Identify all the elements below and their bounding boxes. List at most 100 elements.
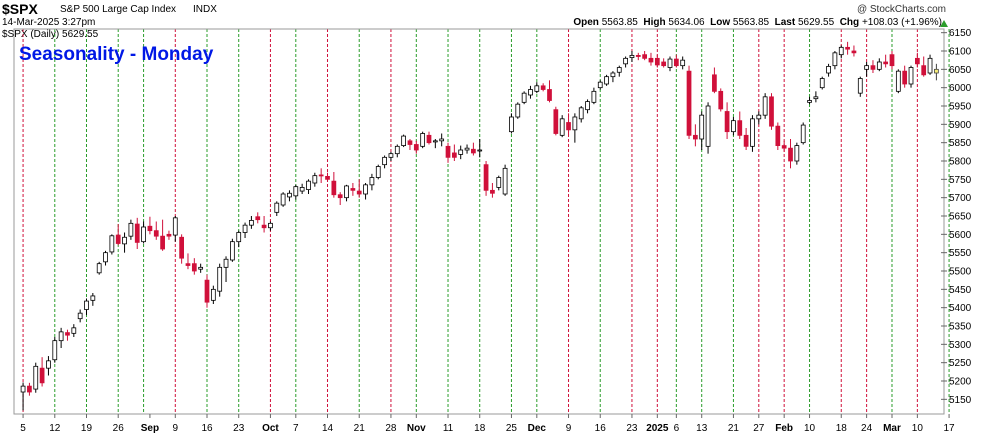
candle-34 [236,232,242,243]
candle-139 [902,70,908,85]
candle-97 [635,55,641,57]
candle-40 [274,202,280,213]
x-tick-label: Nov [407,423,426,434]
chg-label: Chg [839,17,860,28]
x-tick-label: 21 [728,423,740,434]
chg-up-arrow-icon [940,20,948,27]
x-tick-label: Sep [141,423,159,434]
y-tick-label: 5650 [949,212,972,223]
candle-70 [464,147,470,151]
candle-24 [172,217,178,236]
candle-81 [534,85,540,92]
candle-42 [287,192,292,198]
candle-71 [471,148,476,154]
candle-75 [496,177,502,188]
candle-72 [477,149,483,152]
candle-101 [661,61,667,67]
candle-17 [128,222,134,237]
x-tick-label: 26 [113,423,125,434]
candle-41 [280,193,286,206]
open-label: Open [573,17,599,28]
candle-27 [191,263,197,272]
candle-39 [268,222,273,229]
candle-114 [743,134,749,147]
candle-28 [198,266,204,270]
ticker-symbol: $SPX [2,1,38,17]
candle-57 [382,156,387,166]
candle-74 [490,189,495,194]
x-tick-label: 10 [912,423,924,434]
last-label: Last [774,17,796,28]
candle-11 [90,295,96,301]
y-tick-label: 5800 [949,157,972,168]
x-tick-label: Mar [883,423,901,434]
y-tick-label: 6150 [949,28,972,39]
candle-138 [895,70,901,92]
candle-103 [673,58,679,67]
candle-38 [261,224,267,229]
candle-51 [344,185,349,199]
candle-122 [794,145,800,162]
candle-29 [204,279,210,303]
candle-96 [629,55,635,59]
x-tick-label: 23 [233,423,245,434]
index-full-name: S&P 500 Large Cap Index [60,4,177,15]
candle-21 [153,230,159,237]
x-tick-label: 27 [753,423,765,434]
candle-142 [921,65,927,76]
candle-43 [293,186,299,197]
x-tick-label: 25 [506,423,518,434]
x-tick-label: 23 [626,423,638,434]
candle-84 [553,109,559,134]
candle-112 [731,120,736,133]
candle-1 [27,385,32,393]
candle-44 [299,186,305,192]
candle-83 [547,89,552,101]
candle-109 [712,74,717,92]
candle-14 [109,235,115,253]
candle-45 [306,180,311,191]
candle-59 [394,145,400,155]
high-value: 5634.06 [668,17,705,28]
plot-frame [13,28,945,415]
x-tick-label: 11 [443,423,454,434]
candle-85 [559,118,565,136]
candle-61 [407,140,413,145]
candle-129 [838,46,844,56]
candle-115 [750,118,755,147]
x-tick-label: 5 [20,423,26,434]
candle-30 [210,288,216,301]
x-tick-label: 16 [595,423,607,434]
candle-92 [604,76,609,85]
candle-12 [96,263,102,274]
candle-89 [585,101,590,111]
candle-91 [597,81,603,89]
candle-127 [826,66,831,74]
high-label: High [643,17,666,28]
y-tick-label: 5250 [949,358,972,369]
candle-135 [876,61,882,70]
candle-105 [686,70,692,136]
candle-121 [788,147,793,162]
candle-8 [71,327,77,334]
candle-134 [870,65,876,70]
candle-64 [426,134,432,144]
candle-131 [851,50,857,54]
candle-32 [223,258,229,268]
candle-23 [166,233,172,237]
y-tick-label: 5500 [949,267,972,278]
candle-128 [832,52,838,67]
y-tick-label: 5750 [949,175,972,186]
weekly-verticals [22,29,950,414]
x-tick-label: 12 [49,423,61,434]
candle-47 [318,174,324,177]
candle-68 [451,152,457,158]
candle-118 [769,96,774,127]
y-tick-label: 5400 [949,303,972,314]
chart-datetime: 14-Mar-2025 3:27pm [2,17,96,28]
candle-10 [84,300,89,310]
candle-9 [77,312,83,320]
candle-22 [160,235,165,250]
candle-16 [122,236,127,245]
